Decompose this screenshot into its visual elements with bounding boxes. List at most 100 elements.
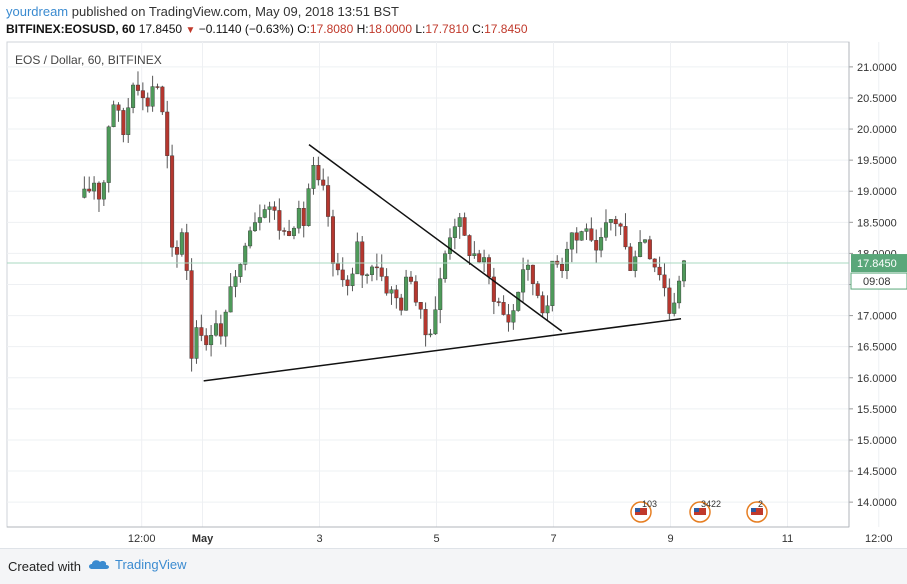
candle-body [106, 126, 111, 183]
publish-info: yourdream published on TradingView.com, … [6, 4, 399, 19]
candle-body [101, 182, 106, 200]
candle-body [291, 227, 296, 236]
candle-body [252, 222, 257, 232]
last-price-label: 17.8450 [857, 258, 897, 270]
candle-body [321, 179, 326, 186]
candle-body [569, 232, 574, 250]
candle-body [618, 223, 623, 227]
candle-body [574, 232, 579, 241]
candle-body [96, 182, 101, 200]
candle-body [560, 263, 565, 271]
candle-body [486, 257, 491, 278]
event-count: 2 [758, 499, 763, 509]
candle-body [228, 286, 233, 313]
candle-body [545, 305, 550, 314]
candle-body [516, 291, 521, 311]
candle-body [238, 264, 243, 277]
countdown-label: 09:08 [863, 276, 891, 288]
price-change: −0.1140 (−0.63%) [198, 22, 294, 36]
high-label: H: [356, 22, 369, 36]
y-tick-label: 16.0000 [857, 373, 897, 385]
candle-body [204, 335, 209, 346]
candle-body [243, 245, 248, 265]
candle-body [413, 281, 418, 303]
y-tick-label: 15.5000 [857, 404, 897, 416]
candle-body [379, 267, 384, 277]
candle-body [355, 241, 360, 275]
y-tick-label: 19.5000 [857, 155, 897, 167]
candle-body [140, 90, 145, 99]
candle-body [404, 276, 409, 311]
close-value: 17.8450 [484, 22, 528, 36]
candle-body [628, 246, 633, 271]
candle-body [457, 217, 462, 227]
candle-body [584, 228, 589, 232]
candle-body [287, 231, 292, 236]
last-price: 17.8450 [138, 22, 183, 36]
y-tick-label: 15.0000 [857, 435, 897, 447]
price-chart[interactable]: 21.0000 20.5000 20.0000 19.5000 19.0000 18.50… [0, 0, 907, 548]
candle-body [550, 260, 555, 306]
publish-text: published on TradingView.com, May 09, 20… [71, 4, 399, 19]
candle-body [121, 110, 126, 135]
tradingview-cloud-icon [89, 560, 109, 569]
high-value: 18.0000 [368, 22, 413, 36]
trendline[interactable] [308, 143, 563, 332]
candle-body [579, 231, 584, 241]
candle-body [418, 302, 423, 310]
candle-body [677, 280, 682, 304]
x-tick-label: 3 [316, 533, 322, 545]
candle-body [525, 264, 530, 270]
candle-body [374, 266, 379, 269]
candle-body [564, 248, 569, 271]
x-tick-label: 12:00 [128, 533, 156, 545]
y-tick-label: 20.5000 [857, 93, 897, 105]
y-tick-label: 19.0000 [857, 186, 897, 198]
event-count: 3422 [701, 499, 721, 509]
y-tick-label: 14.5000 [857, 466, 897, 478]
candle-body [306, 188, 311, 226]
candle-body [535, 283, 540, 296]
flag-stripe [751, 508, 763, 515]
candle-body [477, 253, 482, 263]
candle-body [452, 226, 457, 238]
tradingview-link[interactable]: TradingView [88, 557, 187, 572]
candle-body [511, 310, 516, 323]
y-tick-label: 14.0000 [857, 497, 897, 509]
x-tick-label: 5 [433, 533, 439, 545]
candle-body [174, 247, 179, 255]
candle-body [257, 217, 262, 223]
candle-body [301, 208, 306, 226]
candle-body [272, 206, 277, 211]
trendline[interactable] [203, 317, 682, 382]
event-count: 103 [642, 499, 657, 509]
candle-body [594, 240, 599, 251]
candle-body [87, 188, 92, 192]
candle-body [170, 155, 175, 248]
candle-body [438, 278, 443, 310]
candle-body [150, 86, 155, 107]
candle-body [282, 230, 287, 232]
candle-body [135, 84, 140, 91]
candle-body [223, 311, 228, 337]
candle-body [267, 206, 272, 210]
candle-body [428, 333, 433, 336]
x-tick-label: 12:00 [865, 533, 893, 545]
candle-body [408, 276, 413, 282]
candle-body [608, 219, 613, 223]
author-name[interactable]: yourdream [6, 4, 69, 19]
candle-body [189, 270, 194, 359]
candle-body [423, 309, 428, 336]
x-tick-label: 7 [550, 533, 556, 545]
candle-body [667, 287, 672, 314]
candle-body [599, 237, 604, 251]
candle-body [647, 239, 652, 260]
footer: Created with TradingView [0, 548, 907, 584]
y-tick-label: 20.0000 [857, 124, 897, 136]
flag-canton [635, 508, 640, 512]
low-value: 17.7810 [425, 22, 469, 36]
candle-body [326, 185, 331, 217]
symbol-label: BITFINEX:EOSUSD, 60 [6, 22, 136, 36]
candle-body [116, 104, 121, 111]
candle-body [540, 295, 545, 314]
